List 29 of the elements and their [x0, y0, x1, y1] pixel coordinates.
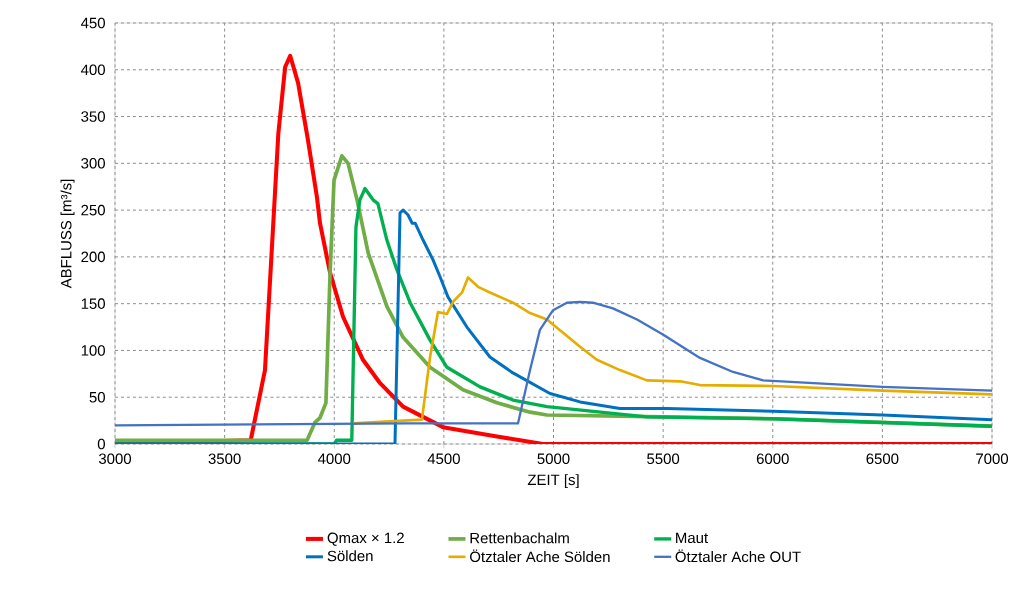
y-tick-label: 150 — [81, 298, 105, 309]
y-tick-label: 200 — [81, 251, 105, 263]
y-tick-label: 350 — [81, 111, 105, 122]
legend-label: Ötztaler Ache Sölden — [470, 549, 610, 563]
y-tick-label: 0 — [97, 438, 105, 450]
x-axis-title: ZEIT [s] — [527, 474, 579, 489]
x-tick-label: 5000 — [537, 453, 570, 465]
x-tick-label: 3000 — [98, 453, 132, 465]
legend-label: Sölden — [327, 550, 373, 562]
x-tick-label: 3500 — [208, 453, 241, 465]
x-tick-label: 4500 — [427, 453, 460, 465]
y-tick-label: 100 — [81, 345, 105, 356]
y-axis-title: ABFLUSS [m³/s] — [60, 179, 75, 289]
x-tick-label: 6500 — [866, 453, 899, 465]
x-tick-label: 5500 — [647, 453, 680, 465]
line-series — [115, 300, 993, 427]
x-tick-label: 6000 — [756, 453, 789, 465]
y-tick-label: 400 — [80, 64, 105, 76]
y-tick-label: 50 — [89, 391, 105, 403]
line-series — [351, 276, 993, 425]
legend-label: Rettenbachalm — [470, 532, 569, 544]
legend-label: Qmax × 1.2 — [327, 532, 404, 546]
legend-label: Ötztaler Ache OUT — [675, 549, 801, 563]
x-tick-label: 7000 — [976, 453, 1009, 465]
x-tick-label: 4000 — [317, 453, 351, 465]
y-tick-label: 250 — [81, 204, 105, 216]
y-tick-label: 450 — [80, 17, 105, 29]
y-tick-label: 300 — [81, 158, 105, 169]
legend-label: Maut — [676, 532, 708, 544]
